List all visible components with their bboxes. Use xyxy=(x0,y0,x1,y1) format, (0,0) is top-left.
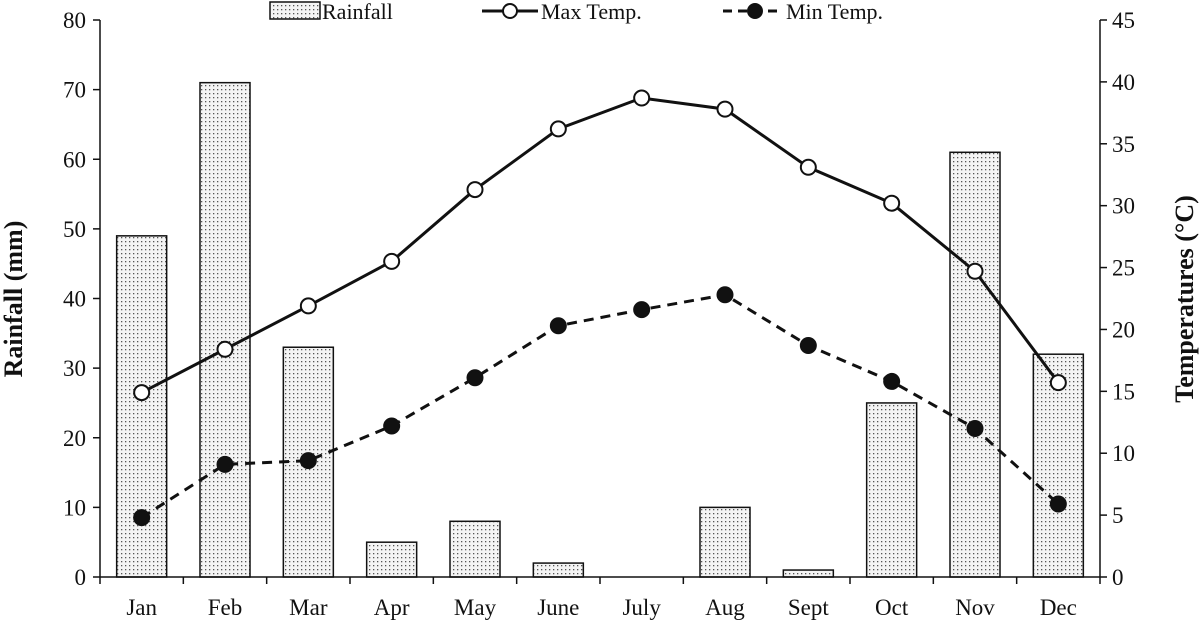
x-axis-tick-labels: Jan Feb Mar Apr May June July Aug Sept Oct Nov Dec xyxy=(126,595,1077,620)
left-tick-label: 40 xyxy=(63,287,86,312)
left-tick-label: 30 xyxy=(63,356,86,381)
rainfall-bar-feb xyxy=(199,81,251,578)
max-temp-point-dec xyxy=(1049,374,1067,392)
legend-min-temp-label: Min Temp. xyxy=(786,0,883,24)
right-tick-label: 30 xyxy=(1112,194,1135,219)
min-temp-point-june xyxy=(549,317,567,335)
left-axis-tick-labels: 0 10 20 30 40 50 60 70 80 xyxy=(63,8,86,590)
left-axis-title: Rainfall (mm) xyxy=(0,221,28,378)
rainfall-bar-may xyxy=(449,520,501,578)
legend-rainfall-label: Rainfall xyxy=(322,0,393,24)
min-temp-line xyxy=(140,293,1060,519)
right-tick-label: 15 xyxy=(1112,379,1135,404)
left-tick-label: 10 xyxy=(63,495,86,520)
right-axis-title: Temperatures (°C) xyxy=(1170,195,1199,403)
max-temp-point-july xyxy=(633,89,651,107)
x-tick-label-june: June xyxy=(537,595,579,620)
right-tick-label: 10 xyxy=(1112,441,1135,466)
rainfall-bar-june xyxy=(532,562,585,578)
x-tick-label-apr: Apr xyxy=(374,595,410,620)
rainfall-bar-nov xyxy=(949,151,1001,578)
max-temp-point-aug xyxy=(716,100,734,118)
chart-axes xyxy=(93,19,1107,584)
x-tick-label-oct: Oct xyxy=(875,595,909,620)
left-tick-label: 60 xyxy=(63,147,86,172)
legend-max-temp-marker xyxy=(502,3,518,19)
min-temp-point-feb xyxy=(216,455,234,473)
rainfall-bar-oct xyxy=(865,402,918,578)
legend-rainfall-swatch xyxy=(269,1,321,20)
legend-max-temp-label: Max Temp. xyxy=(541,0,642,24)
max-temp-line xyxy=(140,96,1060,394)
min-temp-point-dec xyxy=(1049,495,1067,513)
min-temp-point-mar xyxy=(299,452,317,470)
min-temp-point-jan xyxy=(133,509,151,527)
left-tick-label: 20 xyxy=(63,426,86,451)
x-tick-label-mar: Mar xyxy=(289,595,328,620)
rainfall-bar-dec xyxy=(1032,353,1085,578)
left-tick-label: 0 xyxy=(75,565,87,590)
max-temp-point-oct xyxy=(883,194,901,212)
max-temp-point-apr xyxy=(383,252,401,270)
x-tick-label-july: July xyxy=(622,595,661,620)
left-tick-label: 70 xyxy=(63,78,86,103)
x-tick-label-nov: Nov xyxy=(955,595,995,620)
max-temp-point-may xyxy=(466,181,484,199)
legend: Rainfall Max Temp. Min Temp. xyxy=(269,0,883,24)
right-tick-label: 35 xyxy=(1112,132,1135,157)
right-tick-label: 40 xyxy=(1112,70,1135,95)
legend-min-temp-marker xyxy=(747,3,763,19)
max-temp-point-sept xyxy=(799,158,817,176)
min-temp-point-oct xyxy=(883,372,901,390)
right-tick-label: 25 xyxy=(1112,256,1135,281)
rainfall-bar-sept xyxy=(782,569,835,578)
max-temp-point-feb xyxy=(216,340,234,358)
left-tick-label: 80 xyxy=(63,8,86,33)
right-tick-label: 45 xyxy=(1112,8,1135,33)
max-temp-point-mar xyxy=(299,297,317,315)
right-axis-tick-labels: 0 5 10 15 20 25 30 35 40 45 xyxy=(1112,8,1135,590)
temperature-lines xyxy=(133,89,1067,527)
right-tick-label: 5 xyxy=(1112,503,1124,528)
right-tick-label: 20 xyxy=(1112,317,1135,342)
rainfall-bar-apr xyxy=(365,541,418,578)
min-temp-point-may xyxy=(466,369,484,387)
x-tick-label-dec: Dec xyxy=(1040,595,1077,620)
max-temp-point-nov xyxy=(966,262,984,280)
x-tick-label-feb: Feb xyxy=(208,595,243,620)
x-tick-label-may: May xyxy=(454,595,497,620)
min-temp-point-july xyxy=(633,301,651,319)
x-tick-label-aug: Aug xyxy=(705,595,745,620)
min-temp-point-sept xyxy=(799,337,817,355)
max-temp-point-jan xyxy=(133,384,151,402)
x-tick-label-sept: Sept xyxy=(788,595,830,620)
max-temp-point-june xyxy=(549,120,567,138)
min-temp-point-nov xyxy=(966,419,984,437)
min-temp-point-aug xyxy=(716,286,734,304)
x-tick-label-jan: Jan xyxy=(126,595,157,620)
min-temp-point-apr xyxy=(383,417,401,435)
left-tick-label: 50 xyxy=(63,217,86,242)
rainfall-bar-aug xyxy=(699,506,751,578)
right-tick-label: 0 xyxy=(1112,565,1124,590)
